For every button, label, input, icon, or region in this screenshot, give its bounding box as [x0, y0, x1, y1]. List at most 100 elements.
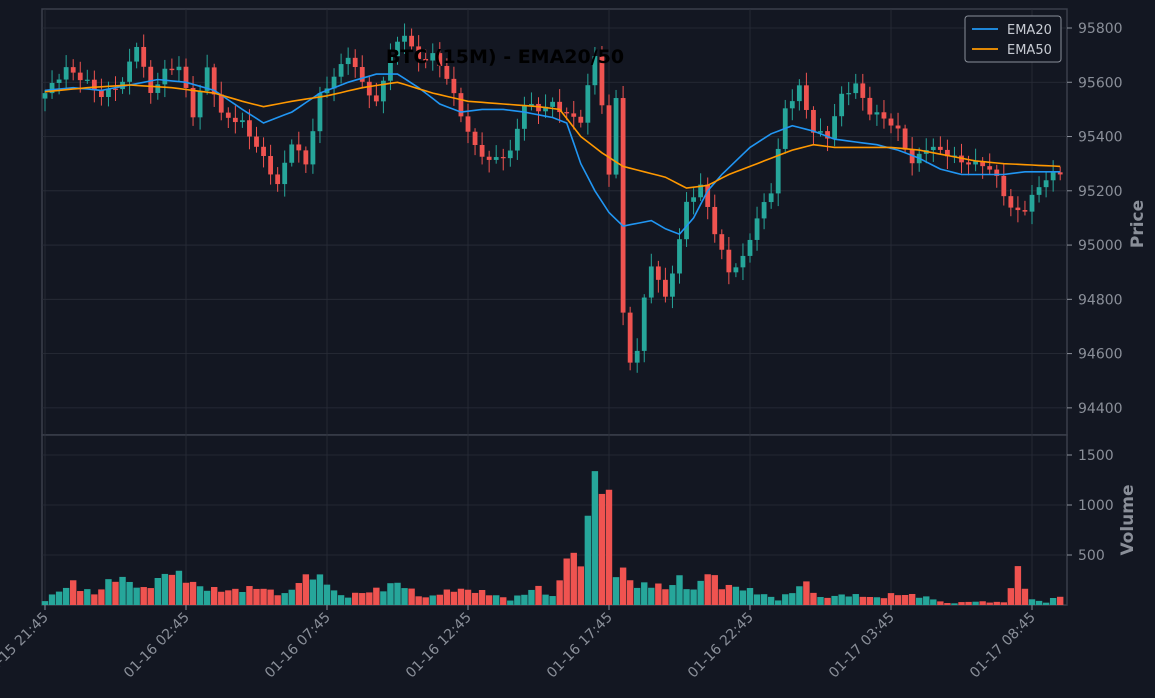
candle-body-94	[705, 184, 711, 207]
volume-bar-137	[1007, 588, 1015, 605]
candle-body-79	[599, 56, 605, 106]
candle-body-49	[388, 56, 393, 81]
candle-body-8	[99, 90, 104, 98]
volume-bar-115	[852, 594, 859, 605]
price-tick-label-1: 94600	[1078, 347, 1123, 363]
volume-bar-87	[655, 583, 662, 605]
volume-bar-52	[408, 588, 415, 605]
candle-body-140	[1029, 194, 1035, 212]
chart-title: BTC (15M) - EMA20/50	[386, 46, 624, 68]
candle-body-88	[663, 279, 668, 297]
candle-body-97	[726, 249, 732, 273]
volume-bar-76	[577, 566, 584, 605]
volume-bar-140	[1028, 599, 1036, 605]
candle-body-52	[409, 35, 414, 47]
volume-bar-10	[112, 581, 119, 605]
volume-bar-77	[584, 515, 592, 605]
volume-bar-21	[189, 581, 197, 605]
candle-body-85	[641, 297, 647, 351]
candle-body-84	[634, 350, 640, 363]
candle-body-18	[169, 68, 175, 71]
legend-ema20-label: EMA20	[1007, 23, 1052, 38]
volume-bar-8	[98, 589, 105, 605]
candle-body-25	[218, 94, 224, 113]
volume-bar-36	[295, 583, 302, 605]
candle-body-134	[987, 166, 993, 170]
candle-body-96	[719, 234, 725, 250]
volume-bar-49	[387, 583, 394, 605]
volume-bar-105	[782, 594, 789, 605]
candle-body-17	[162, 68, 168, 85]
volume-bar-122	[901, 595, 909, 605]
candle-body-27	[232, 117, 238, 123]
volume-bar-66	[507, 600, 514, 605]
candle-body-14	[141, 46, 147, 67]
price-tick-label-4: 95200	[1078, 184, 1123, 200]
volume-bar-90	[676, 575, 683, 605]
candle-body-59	[458, 93, 464, 117]
volume-bar-127	[937, 601, 944, 605]
candle-body-34	[282, 162, 288, 185]
volume-bar-121	[894, 595, 902, 605]
volume-bar-1	[48, 594, 56, 605]
volume-bar-112	[831, 595, 838, 605]
candle-body-81	[613, 98, 619, 175]
candle-body-141	[1036, 187, 1042, 195]
price-tick-label-2: 94800	[1078, 292, 1123, 308]
candle-body-58	[451, 78, 457, 94]
volume-bar-24	[211, 587, 218, 605]
candle-body-22	[197, 90, 203, 118]
candle-body-99	[740, 255, 746, 268]
candle-body-82	[620, 98, 626, 313]
volume-bar-44	[352, 592, 359, 605]
candle-body-108	[804, 85, 809, 110]
volume-bar-62	[478, 590, 486, 605]
volume-bar-63	[485, 595, 493, 605]
candle-body-26	[225, 112, 231, 118]
volume-bar-71	[542, 594, 549, 605]
volume-bar-73	[556, 580, 563, 605]
volume-bar-111	[824, 597, 831, 605]
volume-bar-75	[570, 552, 577, 605]
candle-body-6	[84, 79, 90, 81]
volume-bar-55	[429, 595, 436, 605]
volume-bar-106	[789, 593, 796, 605]
candle-body-114	[846, 93, 852, 95]
volume-bar-131	[965, 601, 972, 605]
volume-bar-93	[697, 580, 704, 605]
candle-body-78	[592, 56, 598, 86]
candle-body-86	[648, 266, 654, 298]
volume-bar-26	[225, 590, 232, 605]
volume-bar-116	[859, 596, 866, 605]
volume-bar-23	[203, 590, 211, 605]
volume-bar-132	[972, 601, 979, 605]
candle-body-54	[423, 58, 429, 61]
candle-body-123	[909, 149, 915, 164]
volume-bar-110	[817, 597, 824, 605]
volume-bar-92	[690, 589, 697, 605]
volume-bar-31	[260, 588, 267, 605]
volume-bar-47	[373, 587, 380, 605]
volume-axis-label: Volume	[1118, 484, 1138, 555]
volume-bar-72	[549, 596, 556, 605]
volume-bar-144	[1057, 596, 1064, 605]
candle-body-131	[966, 162, 971, 165]
volume-bar-43	[344, 597, 352, 605]
volume-bar-29	[246, 586, 253, 605]
volume-bar-51	[401, 588, 408, 605]
candle-body-143	[1050, 172, 1056, 181]
candle-body-46	[366, 81, 372, 96]
volume-bar-85	[641, 582, 648, 605]
volume-bar-125	[923, 596, 930, 605]
volume-bar-88	[662, 589, 669, 605]
volume-bar-27	[232, 588, 239, 605]
price-tick-label-5: 95400	[1078, 130, 1123, 146]
volume-bar-100	[746, 588, 754, 605]
volume-bar-89	[669, 585, 676, 605]
volume-bar-101	[753, 594, 761, 605]
candle-body-107	[796, 85, 802, 102]
volume-bar-34	[281, 593, 288, 605]
candle-body-39	[317, 93, 323, 132]
candle-body-36	[296, 144, 302, 151]
